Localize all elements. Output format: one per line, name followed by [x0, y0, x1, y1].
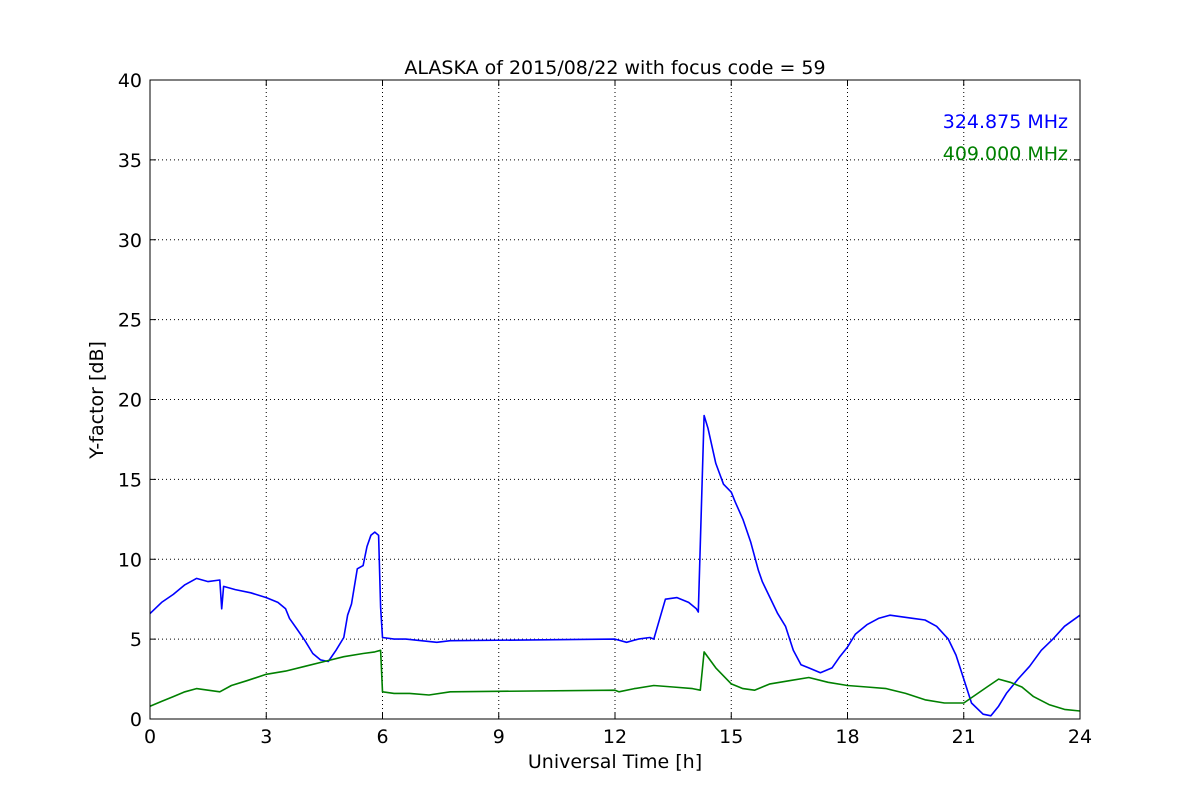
y-tick-label: 10 — [118, 549, 142, 571]
chart-title: ALASKA of 2015/08/22 with focus code = 5… — [404, 57, 825, 79]
x-tick-label: 18 — [835, 726, 859, 748]
series-line-2 — [149, 649, 1081, 712]
x-tick-label: 24 — [1068, 726, 1092, 748]
axis-ticks: 0 3 6 9 12 15 18 21 24 0 5 10 15 20 25 30 35 40 — [118, 70, 1092, 748]
y-axis-label: Y-factor [dB] — [86, 341, 108, 460]
y-tick-label: 30 — [118, 230, 142, 252]
x-tick-label: 6 — [376, 726, 388, 748]
y-tick-label: 25 — [118, 310, 142, 332]
legend-entry-2: 409.000 MHz — [943, 143, 1068, 165]
y-tick-label: 20 — [118, 390, 142, 412]
legend-entry-1: 324.875 MHz — [943, 111, 1068, 133]
x-tick-label: 15 — [719, 726, 743, 748]
x-tick-label: 12 — [603, 726, 627, 748]
x-tick-label: 9 — [493, 726, 505, 748]
grid-lines — [150, 80, 1080, 719]
y-tick-label: 35 — [118, 150, 142, 172]
series-line-1 — [149, 414, 1081, 717]
series-lines — [149, 414, 1081, 717]
y-tick-label: 15 — [118, 469, 142, 491]
x-tick-label: 21 — [952, 726, 976, 748]
legend: 324.875 MHz 409.000 MHz — [943, 111, 1068, 165]
x-tick-label: 3 — [260, 726, 272, 748]
y-tick-label: 40 — [118, 70, 142, 92]
y-tick-label: 0 — [130, 709, 142, 731]
x-tick-label: 0 — [144, 726, 156, 748]
y-tick-label: 5 — [130, 629, 142, 651]
x-axis-label: Universal Time [h] — [528, 751, 702, 773]
